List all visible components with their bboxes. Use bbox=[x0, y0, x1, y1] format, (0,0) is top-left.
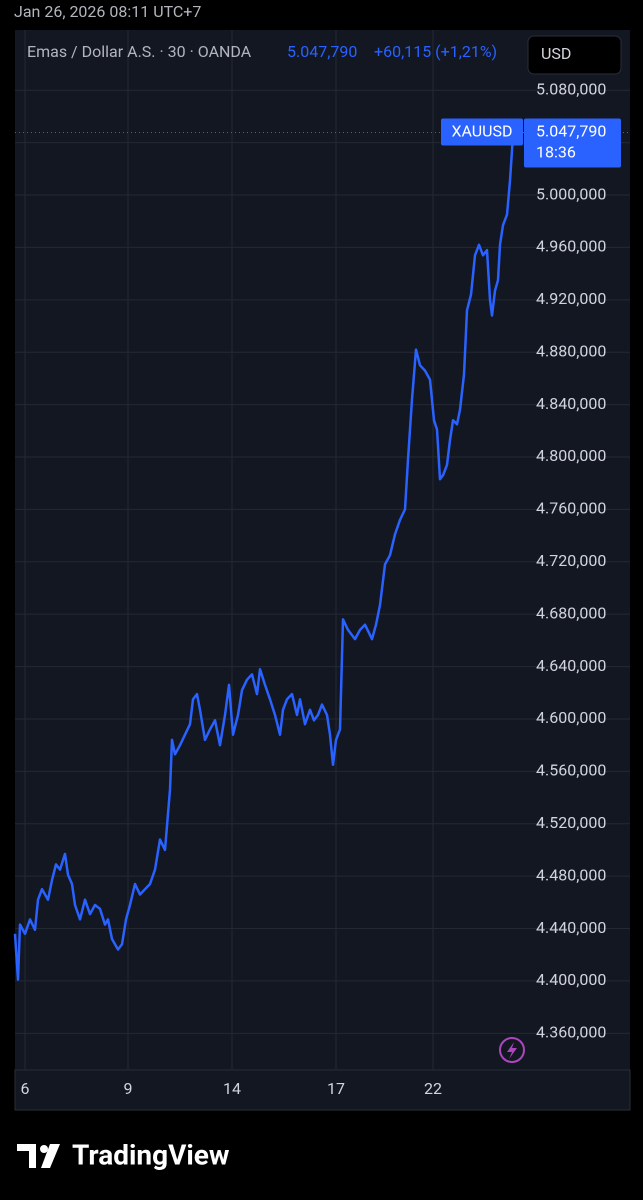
price-line bbox=[13, 132, 515, 981]
y-tick-label: 4.800,000 bbox=[536, 446, 606, 465]
x-tick-label: 6 bbox=[21, 1079, 30, 1098]
price-tag-value: 5.047,790 bbox=[536, 122, 606, 141]
price-tag bbox=[524, 118, 621, 168]
brand-logo bbox=[17, 1144, 60, 1168]
y-tick-label: 4.480,000 bbox=[536, 865, 606, 884]
currency-button[interactable] bbox=[527, 35, 622, 75]
header-change: +60,115 (+1,21%) bbox=[374, 42, 497, 61]
x-tick-label: 9 bbox=[124, 1079, 133, 1098]
y-tick-label: 5.000,000 bbox=[536, 184, 606, 203]
y-tick-label: 4.760,000 bbox=[536, 499, 606, 518]
brand-name: TradingView bbox=[72, 1138, 230, 1171]
y-tick-label: 4.720,000 bbox=[536, 551, 606, 570]
y-tick-label: 4.440,000 bbox=[536, 918, 606, 937]
chart-panel bbox=[15, 30, 630, 1110]
series-name: XAUUSD bbox=[451, 122, 512, 141]
price-tag-countdown: 18:36 bbox=[536, 143, 576, 162]
series-name-tag bbox=[441, 118, 523, 146]
lightning bbox=[507, 1042, 517, 1059]
grid bbox=[15, 30, 630, 1070]
y-tick-label: 4.840,000 bbox=[536, 394, 606, 413]
y-tick-label: 4.600,000 bbox=[536, 708, 606, 727]
status-time: Jan 26, 2026 08:11 UTC+7 bbox=[14, 2, 201, 21]
y-tick-label: 4.640,000 bbox=[536, 656, 606, 675]
y-tick-label: 5.080,000 bbox=[536, 79, 606, 98]
currency-label[interactable]: USD bbox=[541, 44, 571, 63]
y-tick-label: 4.400,000 bbox=[536, 970, 606, 989]
y-tick-label: 4.960,000 bbox=[536, 237, 606, 256]
x-tick-label: 22 bbox=[424, 1079, 442, 1098]
y-tick-label: 4.560,000 bbox=[536, 761, 606, 780]
logo-dot bbox=[40, 1145, 48, 1153]
y-tick-label: 4.880,000 bbox=[536, 341, 606, 360]
alert-icon[interactable] bbox=[499, 1037, 525, 1063]
y-tick-label: 4.360,000 bbox=[536, 1023, 606, 1042]
x-axis-band bbox=[14, 1069, 631, 1111]
logo-v bbox=[41, 1144, 60, 1168]
x-tick-label: 14 bbox=[223, 1079, 241, 1098]
x-tick-label: 17 bbox=[327, 1079, 345, 1098]
y-tick-label: 4.680,000 bbox=[536, 603, 606, 622]
y-tick-label: 4.920,000 bbox=[536, 289, 606, 308]
symbol-info: Emas / Dollar A.S. · 30 · OANDA bbox=[27, 42, 252, 61]
y-tick-label: 4.520,000 bbox=[536, 813, 606, 832]
logo-t bbox=[17, 1144, 36, 1168]
header-price: 5.047,790 bbox=[287, 42, 357, 61]
